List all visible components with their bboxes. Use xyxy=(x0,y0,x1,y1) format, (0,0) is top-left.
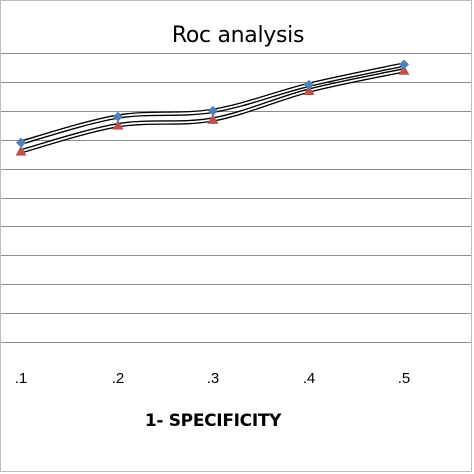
data-point-s2-2 xyxy=(112,119,124,130)
data-point-s1-5 xyxy=(399,59,409,70)
x-tick-label: .1 xyxy=(15,370,28,387)
chart-title: Roc analysis xyxy=(171,23,305,48)
data-point-s1-4 xyxy=(304,79,314,90)
data-point-s1-3 xyxy=(208,105,218,116)
x-tick-label: .2 xyxy=(112,370,125,387)
series-markers xyxy=(15,59,410,156)
x-tick-label: .3 xyxy=(207,370,220,387)
data-point-s1-2 xyxy=(113,111,123,122)
data-point-s2-1 xyxy=(15,145,27,156)
data-point-s2-3 xyxy=(207,113,219,124)
x-tick-label: .5 xyxy=(398,370,411,387)
gridlines xyxy=(1,53,471,343)
data-point-s1-1 xyxy=(16,137,26,148)
series-line-1 xyxy=(20,63,405,144)
x-tick-label: .4 xyxy=(303,370,316,387)
data-point-s2-5 xyxy=(398,64,410,75)
data-point-s2-4 xyxy=(303,85,315,95)
x-axis-label: 1- SPECIFICITY xyxy=(144,411,282,431)
x-tick-labels: .1 .2 .3 .4 .5 xyxy=(15,370,411,387)
